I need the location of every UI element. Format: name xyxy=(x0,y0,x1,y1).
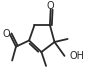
Text: O: O xyxy=(47,1,54,11)
Text: OH: OH xyxy=(69,51,84,61)
Text: O: O xyxy=(2,29,10,39)
